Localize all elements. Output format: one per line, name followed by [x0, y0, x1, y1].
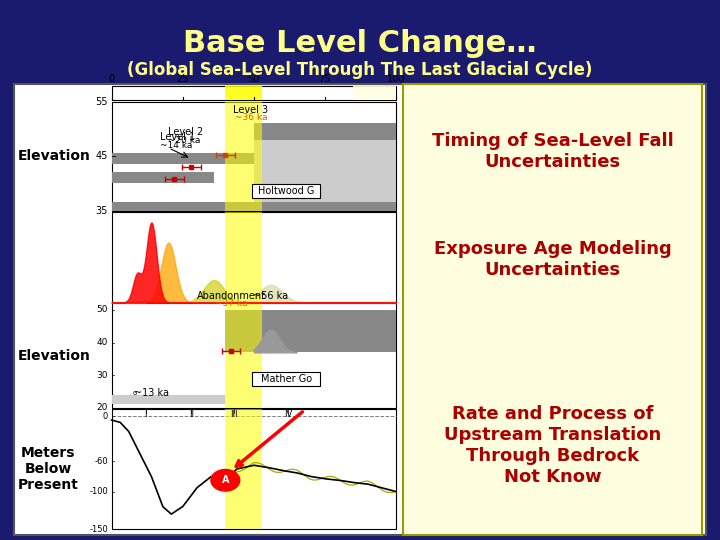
Text: ~36 ka: ~36 ka: [235, 113, 267, 122]
Text: -100: -100: [89, 487, 108, 496]
Text: ~20 ka: ~20 ka: [168, 136, 201, 145]
Text: I: I: [145, 410, 147, 420]
Text: II: II: [189, 410, 194, 420]
Bar: [112, 86, 396, 100]
Text: III: III: [230, 410, 238, 420]
Text: 50: 50: [96, 306, 108, 314]
Bar: [225, 310, 396, 352]
Text: 20: 20: [96, 403, 108, 412]
Text: ~13 ka: ~13 ka: [135, 388, 169, 398]
Text: 45: 45: [96, 151, 108, 161]
Text: 25: 25: [176, 73, 189, 84]
Text: Holtwood G: Holtwood G: [258, 186, 315, 196]
Text: 40: 40: [96, 338, 108, 347]
Text: Meters
Below
Present: Meters Below Present: [18, 446, 79, 492]
Text: 30: 30: [96, 370, 108, 380]
Text: IV: IV: [284, 410, 292, 420]
Bar: [225, 212, 262, 302]
Bar: [112, 212, 396, 302]
Text: 55: 55: [96, 97, 108, 106]
Text: Mather Go: Mather Go: [261, 374, 312, 384]
Text: ~37 ka: ~37 ka: [215, 299, 247, 308]
Text: (Global Sea-Level Through The Last Glacial Cycle): (Global Sea-Level Through The Last Glaci…: [127, 61, 593, 79]
Bar: [254, 140, 396, 202]
Bar: [112, 102, 396, 211]
FancyBboxPatch shape: [253, 372, 320, 386]
Bar: [112, 202, 396, 211]
Bar: [112, 409, 396, 529]
Circle shape: [211, 469, 240, 491]
Bar: [225, 409, 262, 529]
FancyBboxPatch shape: [253, 184, 320, 198]
Text: A: A: [222, 475, 229, 485]
Text: Elevation: Elevation: [18, 149, 91, 163]
Bar: [403, 84, 702, 535]
Bar: [254, 123, 396, 140]
Bar: [354, 86, 396, 100]
Text: ~14 ka: ~14 ka: [160, 140, 192, 150]
Bar: [225, 86, 262, 100]
Text: Base Level Change…: Base Level Change…: [183, 29, 537, 58]
Text: ~56 ka: ~56 ka: [253, 291, 289, 301]
Bar: [112, 395, 225, 404]
Text: -60: -60: [94, 457, 108, 466]
Text: Level 1: Level 1: [160, 132, 195, 143]
Text: Level 3: Level 3: [233, 105, 269, 115]
Bar: [225, 303, 262, 408]
Text: Timing of Sea-Level Fall
Uncertainties: Timing of Sea-Level Fall Uncertainties: [432, 132, 673, 171]
Bar: [14, 84, 706, 535]
Bar: [112, 153, 254, 164]
Bar: [225, 102, 262, 211]
Text: Elevation: Elevation: [18, 349, 91, 362]
Text: Level 2: Level 2: [168, 127, 204, 137]
Text: 0: 0: [103, 412, 108, 421]
Bar: [112, 303, 396, 408]
Text: -150: -150: [89, 525, 108, 534]
Text: o: o: [132, 390, 137, 396]
Text: 35: 35: [96, 206, 108, 215]
Text: Abandonment: Abandonment: [197, 291, 266, 301]
Text: Rate and Process of
Upstream Translation
Through Bedrock
Not Know: Rate and Process of Upstream Translation…: [444, 406, 661, 485]
Text: 50: 50: [248, 73, 260, 84]
Text: 0: 0: [109, 73, 114, 84]
Text: 100: 100: [387, 73, 405, 84]
Text: Exposure Age Modeling
Uncertainties: Exposure Age Modeling Uncertainties: [433, 240, 672, 279]
Text: 75: 75: [319, 73, 331, 84]
Bar: [112, 172, 214, 184]
